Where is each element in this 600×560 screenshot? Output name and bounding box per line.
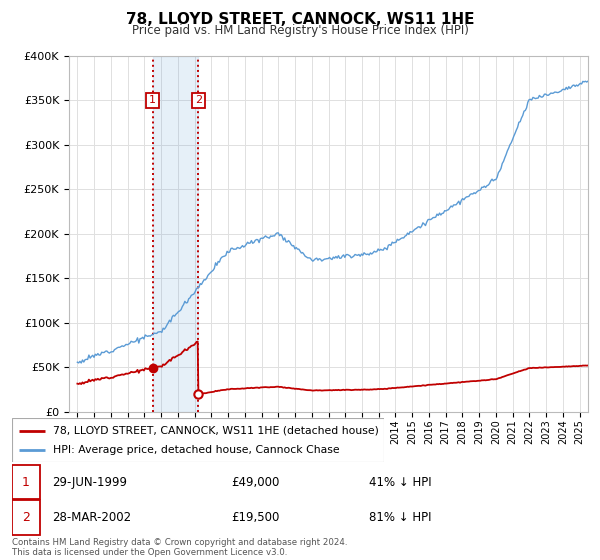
Text: 41% ↓ HPI: 41% ↓ HPI xyxy=(369,475,432,489)
Text: 2: 2 xyxy=(22,511,30,524)
FancyBboxPatch shape xyxy=(12,500,40,535)
Text: £19,500: £19,500 xyxy=(231,511,279,524)
Text: 81% ↓ HPI: 81% ↓ HPI xyxy=(369,511,431,524)
Text: 78, LLOYD STREET, CANNOCK, WS11 1HE (detached house): 78, LLOYD STREET, CANNOCK, WS11 1HE (det… xyxy=(53,426,379,436)
Text: 28-MAR-2002: 28-MAR-2002 xyxy=(52,511,131,524)
Text: Price paid vs. HM Land Registry's House Price Index (HPI): Price paid vs. HM Land Registry's House … xyxy=(131,24,469,36)
FancyBboxPatch shape xyxy=(12,465,40,500)
Text: HPI: Average price, detached house, Cannock Chase: HPI: Average price, detached house, Cann… xyxy=(53,445,340,455)
Text: 2: 2 xyxy=(195,95,202,105)
Bar xyxy=(152,56,199,412)
Text: 1: 1 xyxy=(149,95,156,105)
Text: 1: 1 xyxy=(22,475,30,489)
Text: £49,000: £49,000 xyxy=(231,475,279,489)
Text: Contains HM Land Registry data © Crown copyright and database right 2024.
This d: Contains HM Land Registry data © Crown c… xyxy=(12,538,347,557)
Text: 78, LLOYD STREET, CANNOCK, WS11 1HE: 78, LLOYD STREET, CANNOCK, WS11 1HE xyxy=(126,12,474,27)
Text: 29-JUN-1999: 29-JUN-1999 xyxy=(52,475,127,489)
FancyBboxPatch shape xyxy=(12,418,384,462)
